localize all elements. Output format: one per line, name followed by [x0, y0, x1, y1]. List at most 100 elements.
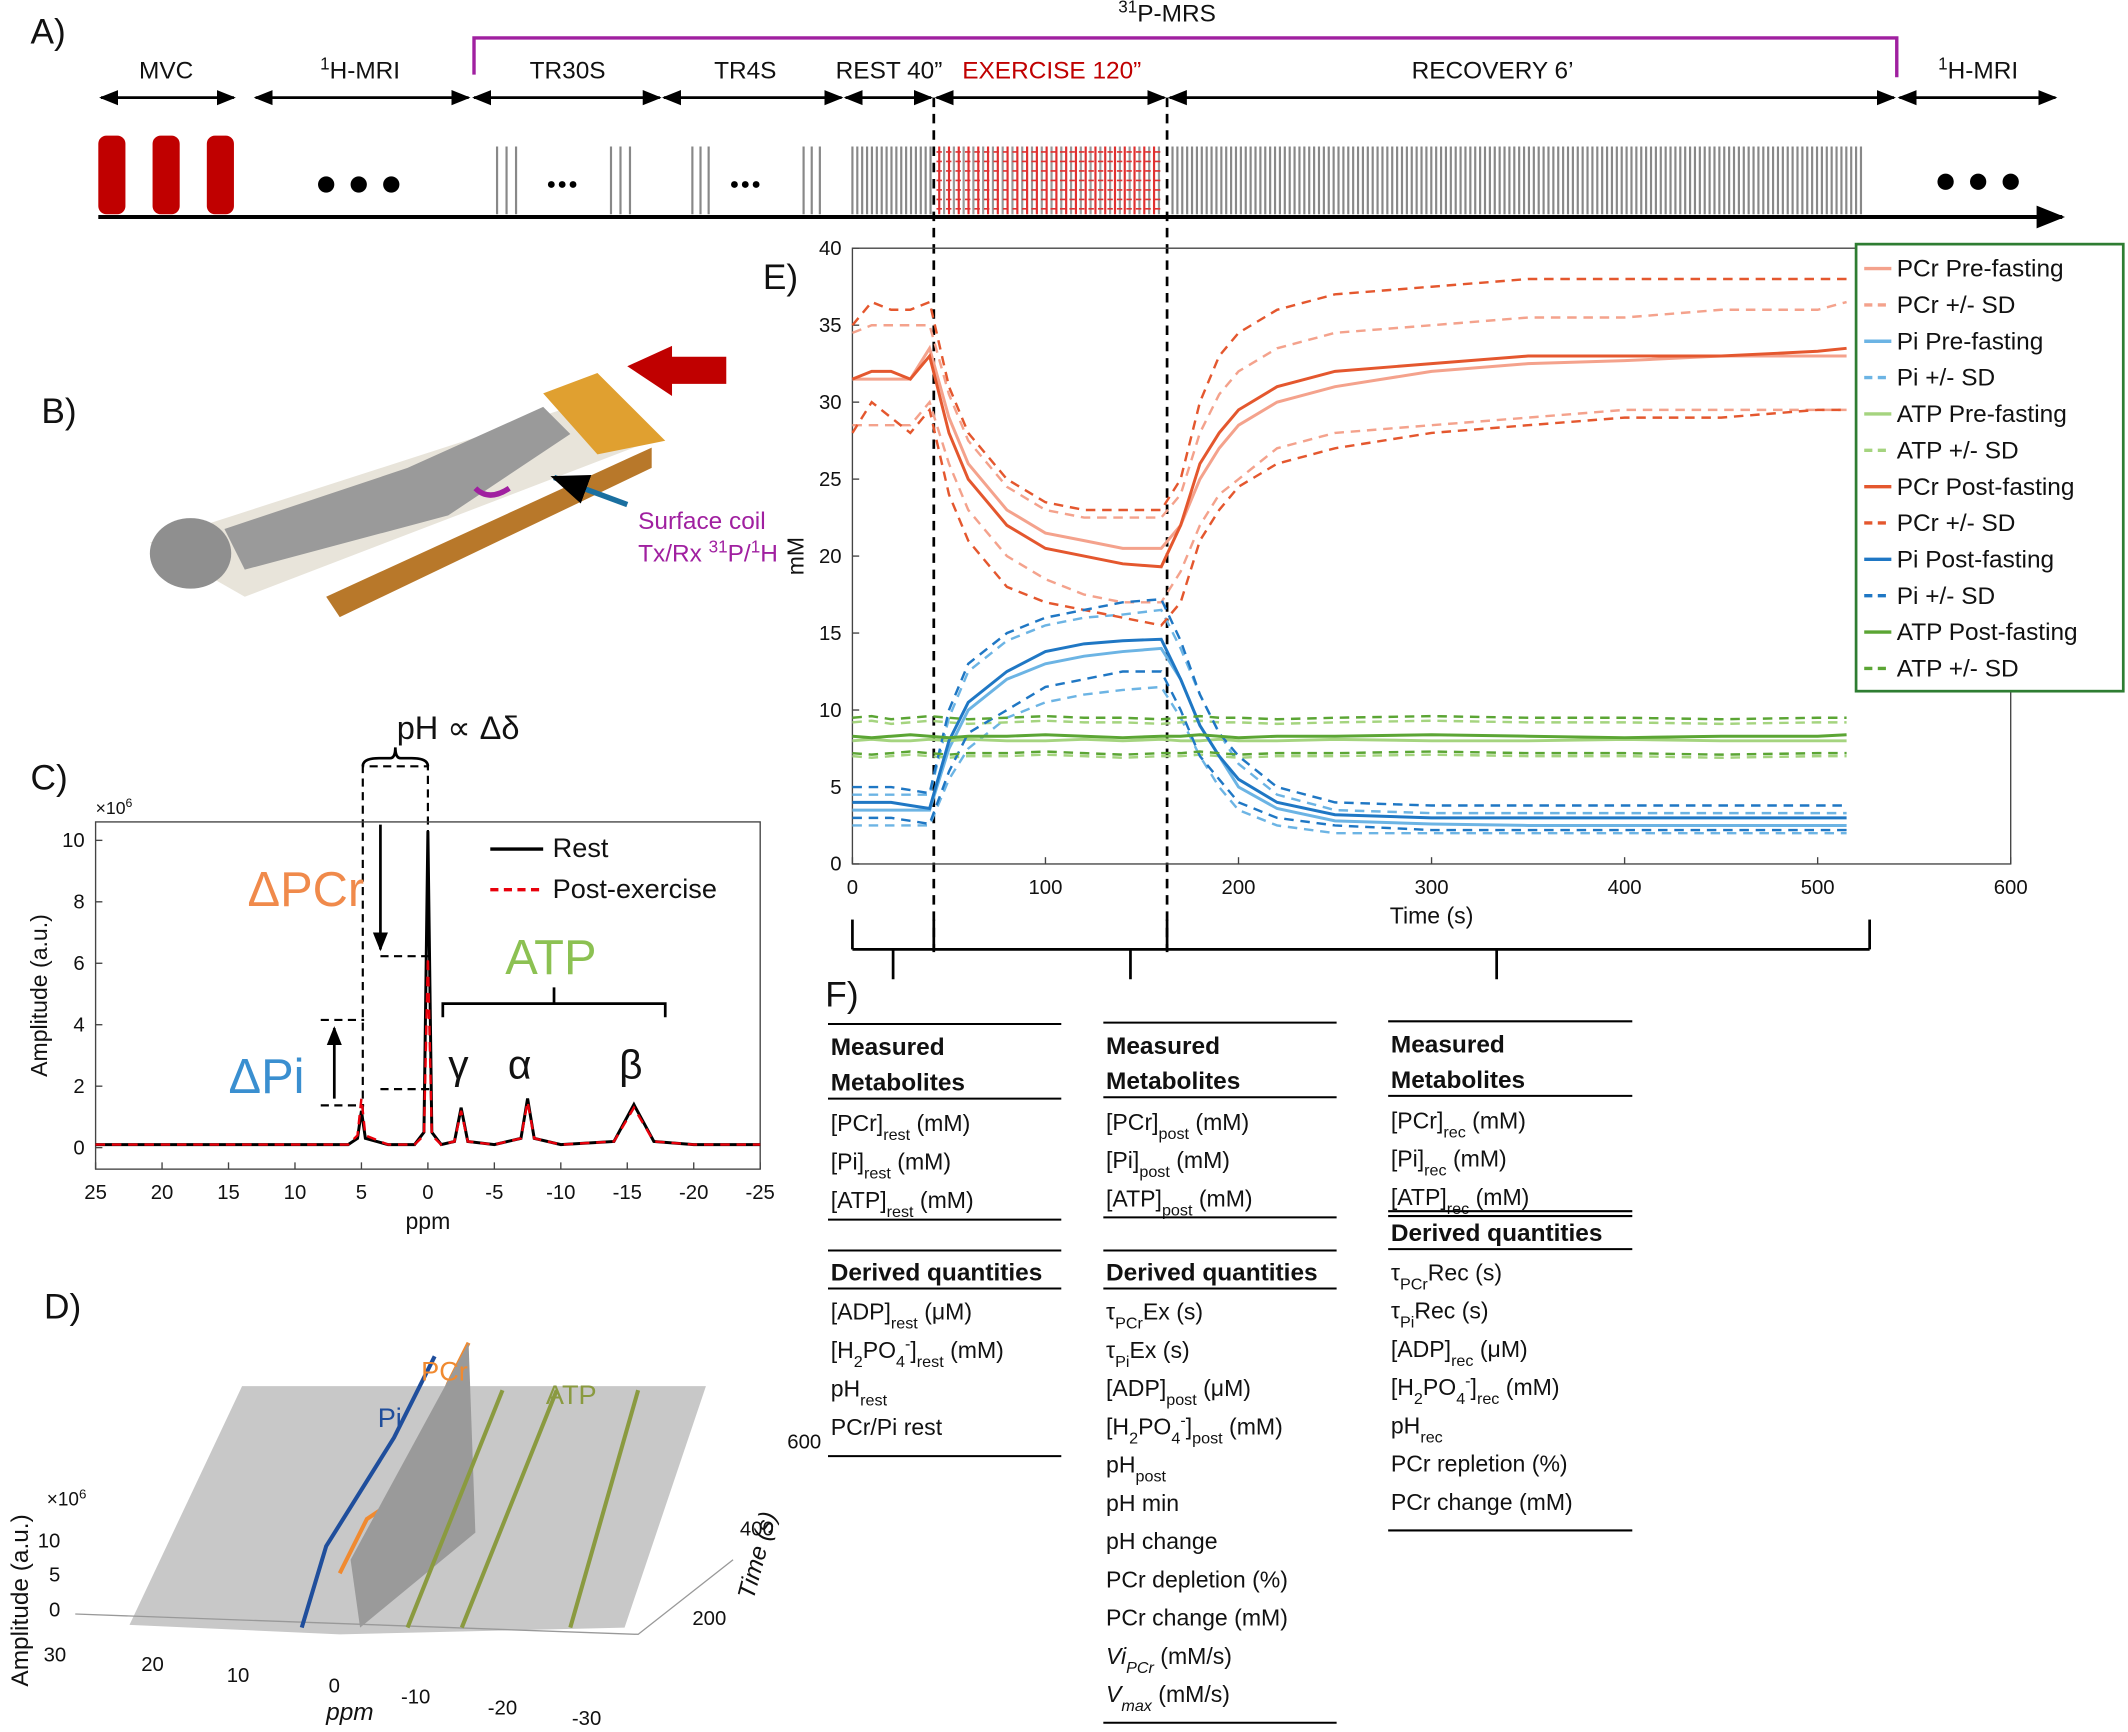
insert-arrow [627, 345, 727, 397]
mvc-bar [206, 135, 234, 215]
table-header: Metabolites [1106, 1068, 1240, 1095]
text-part: H [760, 541, 778, 568]
y-axis-label: mM [783, 537, 809, 575]
y-axis-label: Amplitude (a.u.) [26, 914, 52, 1077]
text-part: τ [1106, 1299, 1115, 1325]
mvc-bar [98, 135, 126, 215]
phase-label: TR30S [530, 58, 606, 85]
text-part: rec [1424, 1162, 1446, 1180]
text-part: τ [1106, 1337, 1115, 1363]
panel-label: B) [41, 392, 76, 431]
text-part: [H [1391, 1374, 1414, 1400]
y-tick-label: 40 [819, 238, 842, 260]
text-part: ×10 [96, 798, 126, 818]
z-tick-label: 5 [49, 1564, 60, 1586]
x-axis-label: ppm [405, 1208, 450, 1234]
text-part: Ex (s) [1129, 1337, 1189, 1363]
x-tick-label: 25 [84, 1182, 107, 1204]
series-line [852, 637, 1847, 820]
text-part: [PCr] [1391, 1107, 1444, 1133]
text-part: Ex (s) [1143, 1299, 1203, 1325]
table-cell: pHrest [831, 1376, 888, 1410]
text-part: [ADP] [831, 1299, 891, 1325]
text-part: 1 [320, 54, 330, 73]
table-cell: [ATP]rec (mM) [1391, 1184, 1529, 1218]
text-part: pH [1106, 1452, 1135, 1478]
y-tick-label: 30 [819, 392, 842, 414]
x-tick-label: 5 [356, 1182, 367, 1204]
table-cell: PCr/Pi rest [831, 1414, 943, 1440]
text-part: post [1166, 1391, 1197, 1409]
series-line [852, 714, 1847, 721]
text-part: (mM/s) [1154, 1643, 1232, 1669]
text-part: Rec (s) [1428, 1259, 1502, 1285]
text-part: (mM) [1170, 1147, 1230, 1173]
y-tick-label: 4 [73, 1014, 84, 1036]
annotation: γ [448, 1041, 469, 1087]
z-tick-label: 0 [49, 1600, 60, 1622]
text-part: rest [917, 1353, 944, 1371]
text-part: [ADP] [1391, 1336, 1451, 1362]
phase-label: EXERCISE 120” [962, 58, 1141, 85]
text-part: [Pi] [1106, 1147, 1139, 1173]
mrs-bracket [472, 36, 1899, 78]
legend-label: Pi Pre-fasting [1897, 328, 2044, 355]
panel-label: C) [30, 758, 67, 797]
table-cell: [H2PO4-]post (mM) [1106, 1411, 1283, 1447]
x-tick-label: 0 [329, 1676, 340, 1698]
text-part: 6 [79, 1486, 86, 1501]
table-cell: pHpost [1106, 1452, 1166, 1486]
x-tick-label: 200 [1222, 877, 1256, 899]
text-part: [Pi] [831, 1149, 864, 1175]
x-tick-label: -20 [488, 1697, 517, 1719]
phase-label: TR4S [714, 58, 776, 85]
table-header: Measured [1391, 1031, 1505, 1058]
text-part: V [1106, 1681, 1124, 1707]
text-part: (mM) [1469, 1184, 1529, 1210]
series-line [852, 597, 1847, 807]
x-tick-label: -15 [613, 1182, 642, 1204]
annotation: β [619, 1041, 642, 1087]
x-tick-label: -30 [572, 1708, 601, 1730]
text-part: 4 [1171, 1429, 1180, 1447]
text-part: 6 [126, 796, 133, 810]
x-tick-label: 100 [1029, 877, 1063, 899]
text-part: post [1139, 1163, 1170, 1181]
table-cell: ViPCr (mM/s) [1106, 1643, 1232, 1677]
annotation: ΔPCr [248, 863, 365, 917]
table-cell: [H2PO4-]rest (mM) [831, 1335, 1004, 1371]
body [224, 406, 571, 570]
mvc-bar [152, 135, 180, 215]
text-part: (mM) [1223, 1413, 1283, 1439]
text-part: (μM) [1197, 1375, 1251, 1401]
table-header: Metabolites [1391, 1067, 1525, 1094]
text-part: P/ [728, 541, 751, 568]
text-part: pH [1391, 1412, 1420, 1438]
text-part: (mM) [891, 1149, 951, 1175]
series-line [852, 344, 1847, 550]
text-part: (mM) [944, 1337, 1004, 1363]
text-part: [PCr] [831, 1110, 883, 1136]
legend-label: PCr +/- SD [1897, 292, 2016, 319]
text-part: post [1192, 1429, 1223, 1447]
legend-label: PCr +/- SD [1897, 510, 2016, 537]
x-tick-label: -25 [745, 1182, 774, 1204]
text-part: 2 [1414, 1390, 1423, 1408]
y-tick-label: 10 [819, 700, 842, 722]
text-part: (mM/s) [1152, 1681, 1230, 1707]
x-tick-label: 400 [1608, 877, 1642, 899]
peak-label: PCr [421, 1356, 468, 1387]
x-tick-label: 15 [217, 1182, 240, 1204]
atp-traces [405, 1389, 641, 1629]
series-line [852, 670, 1847, 832]
coil-label: Surface coil [638, 508, 766, 535]
text-part: post [1162, 1201, 1193, 1219]
text-part: rec [1443, 1123, 1465, 1141]
waterfall-illustration [75, 1341, 734, 1636]
table-cell: [H2PO4-]rec (mM) [1391, 1372, 1560, 1408]
panel-label: D) [44, 1287, 81, 1326]
table-header: Derived quantities [1391, 1220, 1603, 1247]
text-part: τ [1391, 1298, 1400, 1324]
waterfall-frame [75, 1559, 734, 1636]
